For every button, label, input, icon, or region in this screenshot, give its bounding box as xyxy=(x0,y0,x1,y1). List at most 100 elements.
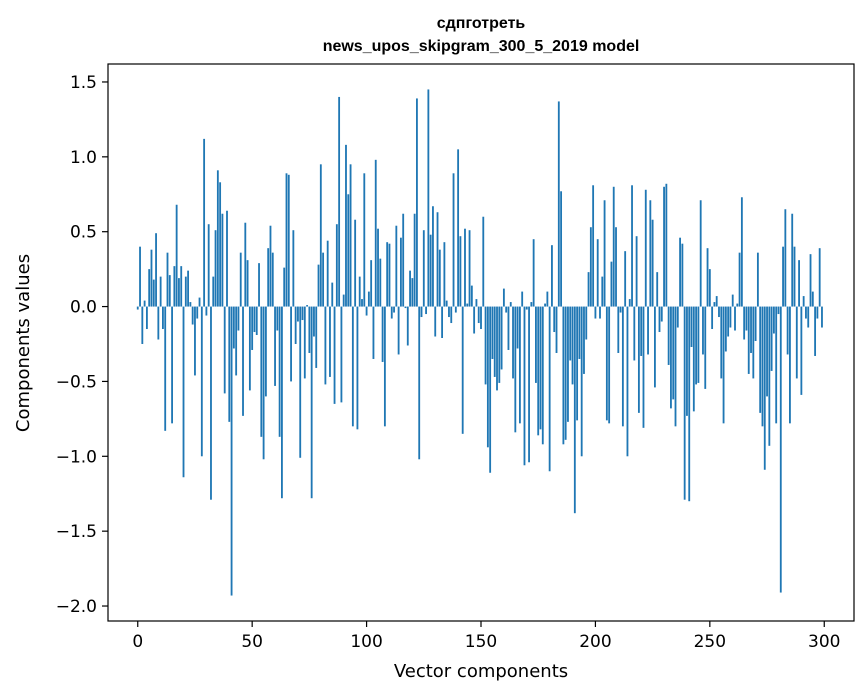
bar-component-123 xyxy=(418,306,421,460)
y-tick-label: 0.5 xyxy=(70,223,97,243)
y-tick-label: −1.0 xyxy=(56,447,97,467)
bar-component-15 xyxy=(171,306,173,424)
bar-component-98 xyxy=(361,299,363,307)
bar-component-92 xyxy=(347,194,350,307)
bar-component-19 xyxy=(180,266,183,307)
bar-component-218 xyxy=(635,236,638,307)
bar-component-28 xyxy=(200,306,203,457)
bar-component-82 xyxy=(324,306,327,385)
bar-component-223 xyxy=(647,306,649,355)
bar-component-206 xyxy=(608,306,611,424)
bar-component-257 xyxy=(724,306,727,352)
x-tick-label: 250 xyxy=(694,632,726,652)
bar-component-118 xyxy=(406,306,409,346)
bar-component-259 xyxy=(729,306,732,328)
bar-component-65 xyxy=(285,173,288,307)
bar-component-26 xyxy=(196,306,199,319)
bar-component-77 xyxy=(313,306,315,337)
bar-component-52 xyxy=(255,306,258,336)
bar-component-154 xyxy=(489,306,492,473)
bar-component-0 xyxy=(136,306,139,310)
bar-component-220 xyxy=(640,306,643,356)
bar-component-186 xyxy=(562,306,565,445)
y-tick-label: 0.0 xyxy=(70,298,97,318)
bar-component-23 xyxy=(189,302,192,307)
bar-component-12 xyxy=(164,306,167,431)
bar-component-5 xyxy=(148,269,151,307)
bar-component-14 xyxy=(168,275,171,307)
bar-component-203 xyxy=(601,276,604,307)
bar-component-285 xyxy=(789,306,791,424)
bar-component-11 xyxy=(162,306,164,330)
bar-component-165 xyxy=(514,306,517,433)
bar-component-275 xyxy=(766,306,768,397)
bar-component-200 xyxy=(594,306,597,319)
bar-component-158 xyxy=(498,306,501,383)
plot-frame xyxy=(107,63,855,622)
bar-component-22 xyxy=(187,270,190,307)
bar-component-183 xyxy=(555,306,558,353)
bar-component-233 xyxy=(670,306,672,409)
bar-component-108 xyxy=(383,306,386,427)
bar-component-249 xyxy=(706,248,709,307)
bar-component-296 xyxy=(814,306,817,356)
bar-component-78 xyxy=(315,306,318,368)
bar-component-258 xyxy=(727,306,730,337)
bar-component-138 xyxy=(452,173,455,307)
bar-component-103 xyxy=(372,306,375,359)
bar-component-81 xyxy=(322,252,325,307)
bar-component-202 xyxy=(599,306,601,319)
x-tick-label: 150 xyxy=(465,632,497,652)
y-tick-label: −2.0 xyxy=(56,597,97,617)
bar-component-189 xyxy=(569,306,572,361)
chart-title: сдпготреть xyxy=(437,15,526,32)
bar-component-42 xyxy=(232,306,235,349)
bar-component-280 xyxy=(777,306,780,315)
bar-component-216 xyxy=(631,185,633,307)
bar-component-6 xyxy=(150,249,153,307)
bar-component-256 xyxy=(722,306,725,424)
bar-component-119 xyxy=(409,270,411,307)
bar-component-251 xyxy=(711,306,714,330)
y-tick-label: −0.5 xyxy=(56,372,97,392)
bar-component-134 xyxy=(443,242,446,307)
bar-component-201 xyxy=(596,239,599,307)
bar-component-132 xyxy=(438,249,441,307)
bar-component-298 xyxy=(818,248,821,307)
bar-component-181 xyxy=(551,245,553,307)
bar-component-110 xyxy=(388,243,391,307)
bar-component-73 xyxy=(303,306,306,379)
bar-component-232 xyxy=(667,306,670,365)
bar-component-187 xyxy=(564,306,567,440)
bar-component-36 xyxy=(219,182,222,307)
bar-component-299 xyxy=(821,306,823,328)
bar-component-207 xyxy=(610,261,613,307)
bar-component-50 xyxy=(251,306,254,350)
bar-component-297 xyxy=(816,306,819,319)
bar-component-265 xyxy=(743,306,746,340)
bar-component-41 xyxy=(230,306,233,596)
bar-component-145 xyxy=(468,230,471,307)
bar-component-106 xyxy=(379,258,382,307)
bar-component-117 xyxy=(404,306,407,309)
bar-component-139 xyxy=(454,306,457,313)
bar-component-250 xyxy=(708,269,711,307)
bar-component-16 xyxy=(173,266,176,307)
bar-component-18 xyxy=(178,278,180,307)
bar-component-21 xyxy=(184,276,187,307)
bar-component-199 xyxy=(592,185,595,307)
bar-component-102 xyxy=(370,260,373,307)
bar-component-9 xyxy=(157,306,160,340)
bar-component-93 xyxy=(349,164,352,307)
bar-component-279 xyxy=(775,306,778,424)
x-tick-label: 100 xyxy=(350,632,382,652)
bar-component-287 xyxy=(793,246,796,307)
bar-component-127 xyxy=(427,89,430,307)
bar-component-57 xyxy=(267,248,270,307)
bar-component-39 xyxy=(226,210,228,307)
bar-component-291 xyxy=(802,296,805,307)
bar-component-292 xyxy=(805,306,807,319)
bar-component-160 xyxy=(502,288,505,307)
bar-series xyxy=(136,89,823,596)
